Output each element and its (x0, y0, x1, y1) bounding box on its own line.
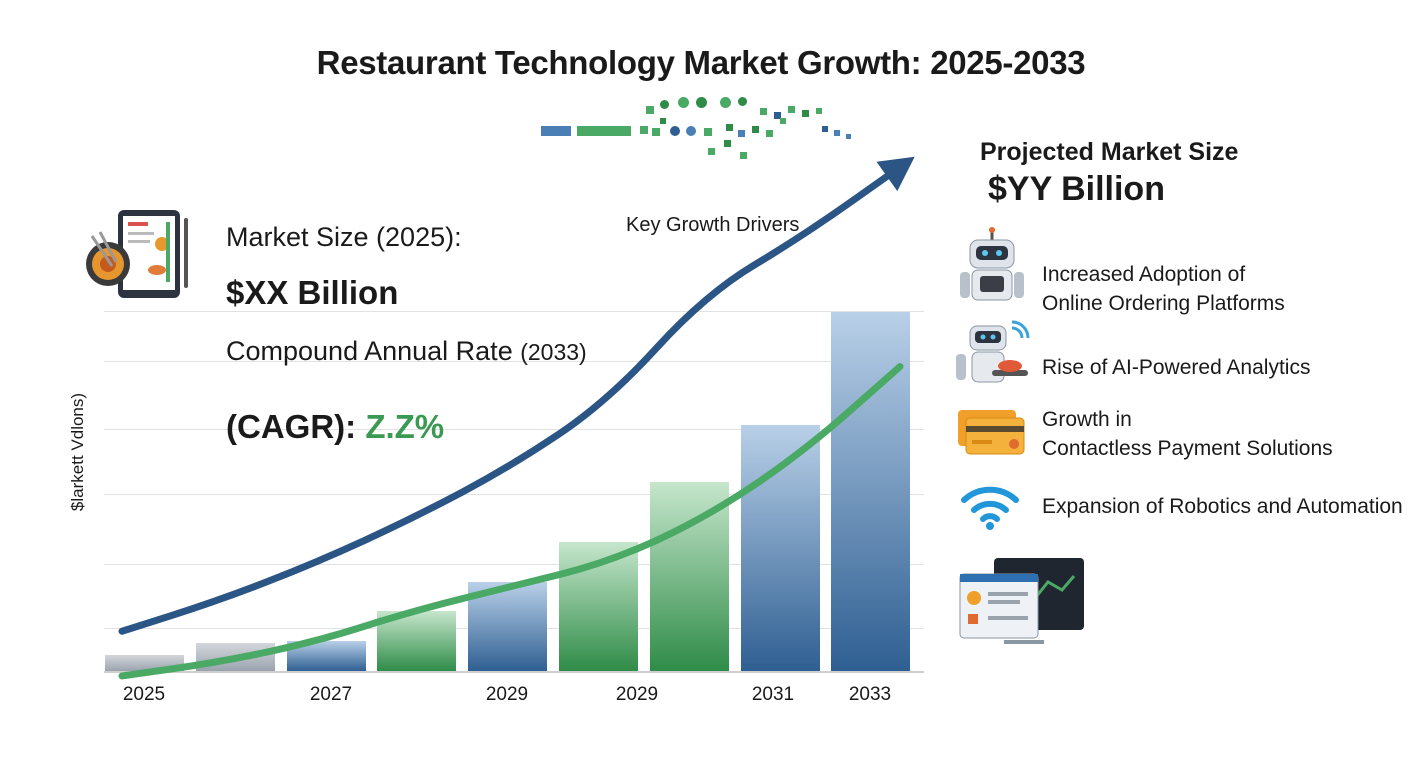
data-square (577, 126, 631, 136)
data-square (652, 128, 660, 136)
data-square (646, 106, 654, 114)
data-square (726, 124, 733, 131)
driver-item-ai-analytics: Rise of AI-Powered Analytics (1042, 353, 1310, 382)
x-tick-label: 2029 (485, 684, 529, 705)
data-square (738, 130, 745, 137)
cagr-row: (CAGR): Z.Z% (226, 408, 444, 446)
data-square (766, 130, 773, 137)
data-square (678, 97, 689, 108)
data-square (752, 126, 759, 133)
gridline (104, 494, 924, 495)
gridline (104, 361, 924, 362)
chart-title: Restaurant Technology Market Growth: 202… (316, 44, 1086, 81)
data-square (541, 126, 571, 136)
data-square (670, 126, 680, 136)
robot-waiter-icon (952, 320, 1032, 390)
data-square (696, 97, 707, 108)
data-square (802, 110, 809, 117)
market-size-label: Market Size (2025): (226, 222, 462, 252)
credit-card-icon (956, 408, 1028, 458)
data-square (704, 128, 712, 136)
cagr-value: Z.Z% (365, 408, 445, 445)
market-size-value: $XX Billion (226, 274, 399, 311)
projected-market-label: Projected Market Size (980, 138, 1239, 166)
x-tick-label: 2029 (615, 684, 659, 705)
data-square (660, 100, 669, 109)
data-square (816, 108, 822, 114)
data-square (780, 118, 786, 124)
drivers-title: Key Growth Drivers (626, 214, 800, 236)
data-square (760, 108, 767, 115)
data-square (846, 134, 851, 139)
driver-line: Online Ordering Platforms (1042, 292, 1285, 315)
driver-line: Expansion of Robotics and Automation (1042, 495, 1403, 518)
wifi-icon (958, 482, 1022, 532)
projected-market-value: $YY Billion (988, 170, 1165, 208)
data-square (822, 126, 828, 132)
gridline (104, 429, 924, 430)
cagr-prefix: (CAGR): (226, 408, 357, 445)
data-square (640, 126, 648, 134)
driver-line: Growth in (1042, 408, 1132, 431)
restaurant-tablet-icon (82, 208, 192, 300)
cagr-label-main: Compound Annual Rate (226, 336, 513, 366)
x-tick-label: 2025 (122, 684, 166, 705)
x-axis-baseline (104, 671, 924, 673)
data-square (834, 130, 840, 136)
analytics-dashboard-icon (958, 556, 1086, 648)
robot-icon (956, 226, 1028, 306)
cagr-label: Compound Annual Rate (2033) (226, 336, 587, 367)
data-square (738, 97, 747, 106)
data-square (724, 140, 731, 147)
data-square (720, 97, 731, 108)
trend-arrowhead (876, 156, 915, 192)
x-tick-label: 2033 (848, 684, 892, 705)
data-square (788, 106, 795, 113)
data-square (660, 118, 666, 124)
cagr-label-year: (2033) (520, 339, 587, 365)
driver-line: Rise of AI-Powered Analytics (1042, 356, 1311, 379)
driver-item-online-ordering: Increased Adoption of Online Ordering Pl… (1042, 260, 1285, 318)
driver-item-robotics: Expansion of Robotics and Automation (1042, 492, 1403, 521)
data-square (774, 112, 781, 119)
data-square (686, 126, 696, 136)
data-square (740, 152, 747, 159)
trend-line (118, 163, 904, 635)
gridline (104, 564, 924, 565)
gridline (104, 311, 924, 312)
x-tick-label: 2031 (751, 684, 795, 705)
driver-line: Increased Adoption of (1042, 263, 1246, 286)
data-square (708, 148, 715, 155)
driver-line: Contactless Payment Solutions (1042, 437, 1333, 460)
trend-line (118, 363, 904, 680)
driver-item-contactless-payment: Growth in Contactless Payment Solutions (1042, 405, 1333, 463)
x-tick-label: 2027 (309, 684, 353, 705)
